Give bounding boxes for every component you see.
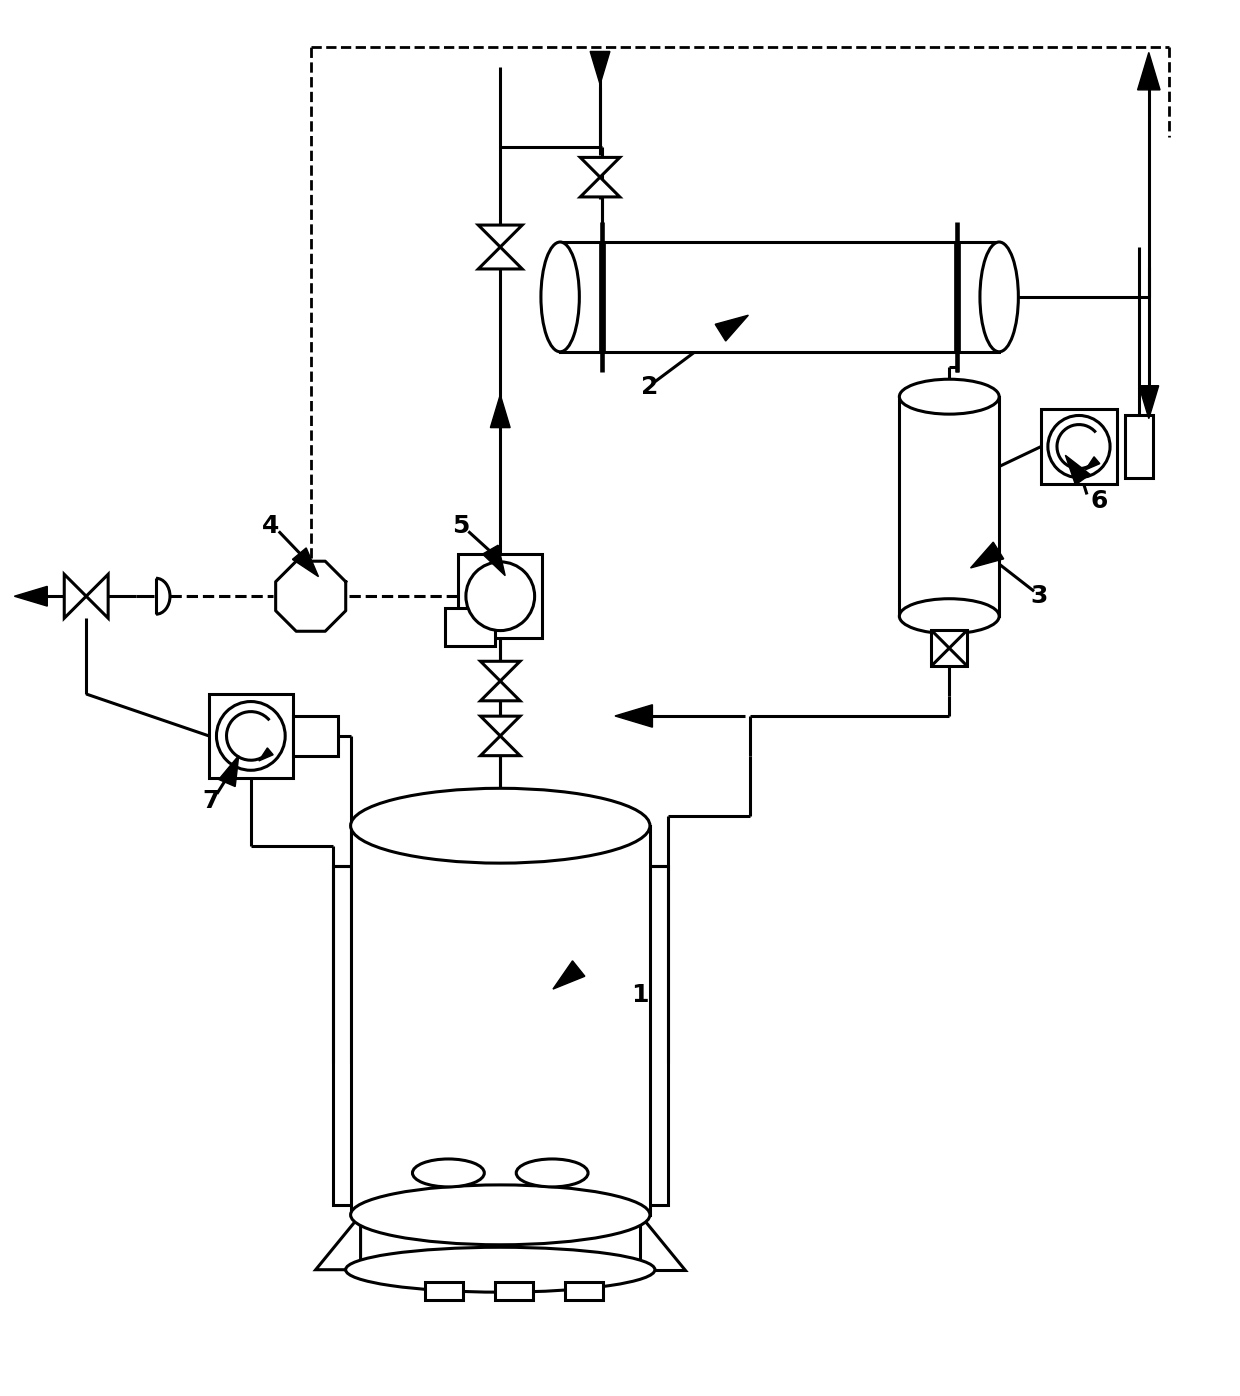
Polygon shape bbox=[1085, 456, 1100, 470]
Polygon shape bbox=[615, 705, 652, 727]
Ellipse shape bbox=[346, 1247, 655, 1293]
Text: 7: 7 bbox=[202, 789, 219, 812]
Ellipse shape bbox=[351, 1185, 650, 1245]
Polygon shape bbox=[481, 681, 520, 701]
Bar bbox=[332, 866, 668, 1205]
Polygon shape bbox=[87, 574, 108, 618]
Polygon shape bbox=[479, 225, 522, 247]
Circle shape bbox=[217, 702, 285, 771]
Polygon shape bbox=[482, 546, 505, 575]
Ellipse shape bbox=[351, 789, 650, 863]
Polygon shape bbox=[64, 574, 87, 618]
Text: 5: 5 bbox=[451, 514, 469, 539]
Bar bbox=[459, 554, 542, 638]
Ellipse shape bbox=[899, 380, 999, 415]
Ellipse shape bbox=[516, 1159, 588, 1187]
Polygon shape bbox=[590, 52, 610, 84]
Bar bbox=[1125, 415, 1153, 479]
Polygon shape bbox=[481, 662, 520, 681]
Polygon shape bbox=[1138, 56, 1158, 88]
Circle shape bbox=[1048, 416, 1110, 477]
Polygon shape bbox=[1138, 385, 1158, 419]
Polygon shape bbox=[15, 586, 47, 606]
Polygon shape bbox=[481, 736, 520, 755]
Polygon shape bbox=[580, 158, 620, 177]
Bar bbox=[899, 396, 999, 616]
Ellipse shape bbox=[541, 242, 579, 352]
Bar bbox=[351, 825, 650, 1215]
Polygon shape bbox=[316, 1215, 361, 1270]
Text: 3: 3 bbox=[1030, 585, 1048, 609]
Bar bbox=[445, 609, 495, 646]
Ellipse shape bbox=[413, 1159, 485, 1187]
Bar bbox=[208, 694, 293, 778]
Polygon shape bbox=[640, 1215, 684, 1270]
Bar bbox=[293, 716, 337, 755]
Bar bbox=[1042, 409, 1117, 484]
Polygon shape bbox=[715, 315, 749, 341]
Bar bbox=[931, 630, 967, 666]
Bar bbox=[560, 242, 999, 352]
Ellipse shape bbox=[980, 242, 1018, 352]
Polygon shape bbox=[580, 177, 620, 197]
Bar bbox=[495, 1282, 533, 1300]
Circle shape bbox=[466, 561, 534, 631]
Bar bbox=[425, 1282, 464, 1300]
Polygon shape bbox=[259, 748, 273, 761]
Polygon shape bbox=[490, 395, 510, 427]
Polygon shape bbox=[971, 542, 1003, 568]
Polygon shape bbox=[293, 547, 319, 577]
Text: 2: 2 bbox=[641, 374, 658, 399]
Polygon shape bbox=[479, 247, 522, 269]
Polygon shape bbox=[553, 960, 585, 990]
Polygon shape bbox=[218, 755, 239, 786]
Text: 6: 6 bbox=[1090, 490, 1107, 514]
Polygon shape bbox=[481, 716, 520, 736]
Text: 4: 4 bbox=[262, 514, 279, 539]
Ellipse shape bbox=[899, 599, 999, 634]
Polygon shape bbox=[1137, 53, 1161, 89]
Text: 1: 1 bbox=[631, 983, 649, 1008]
Bar bbox=[565, 1282, 603, 1300]
Polygon shape bbox=[1065, 455, 1090, 484]
